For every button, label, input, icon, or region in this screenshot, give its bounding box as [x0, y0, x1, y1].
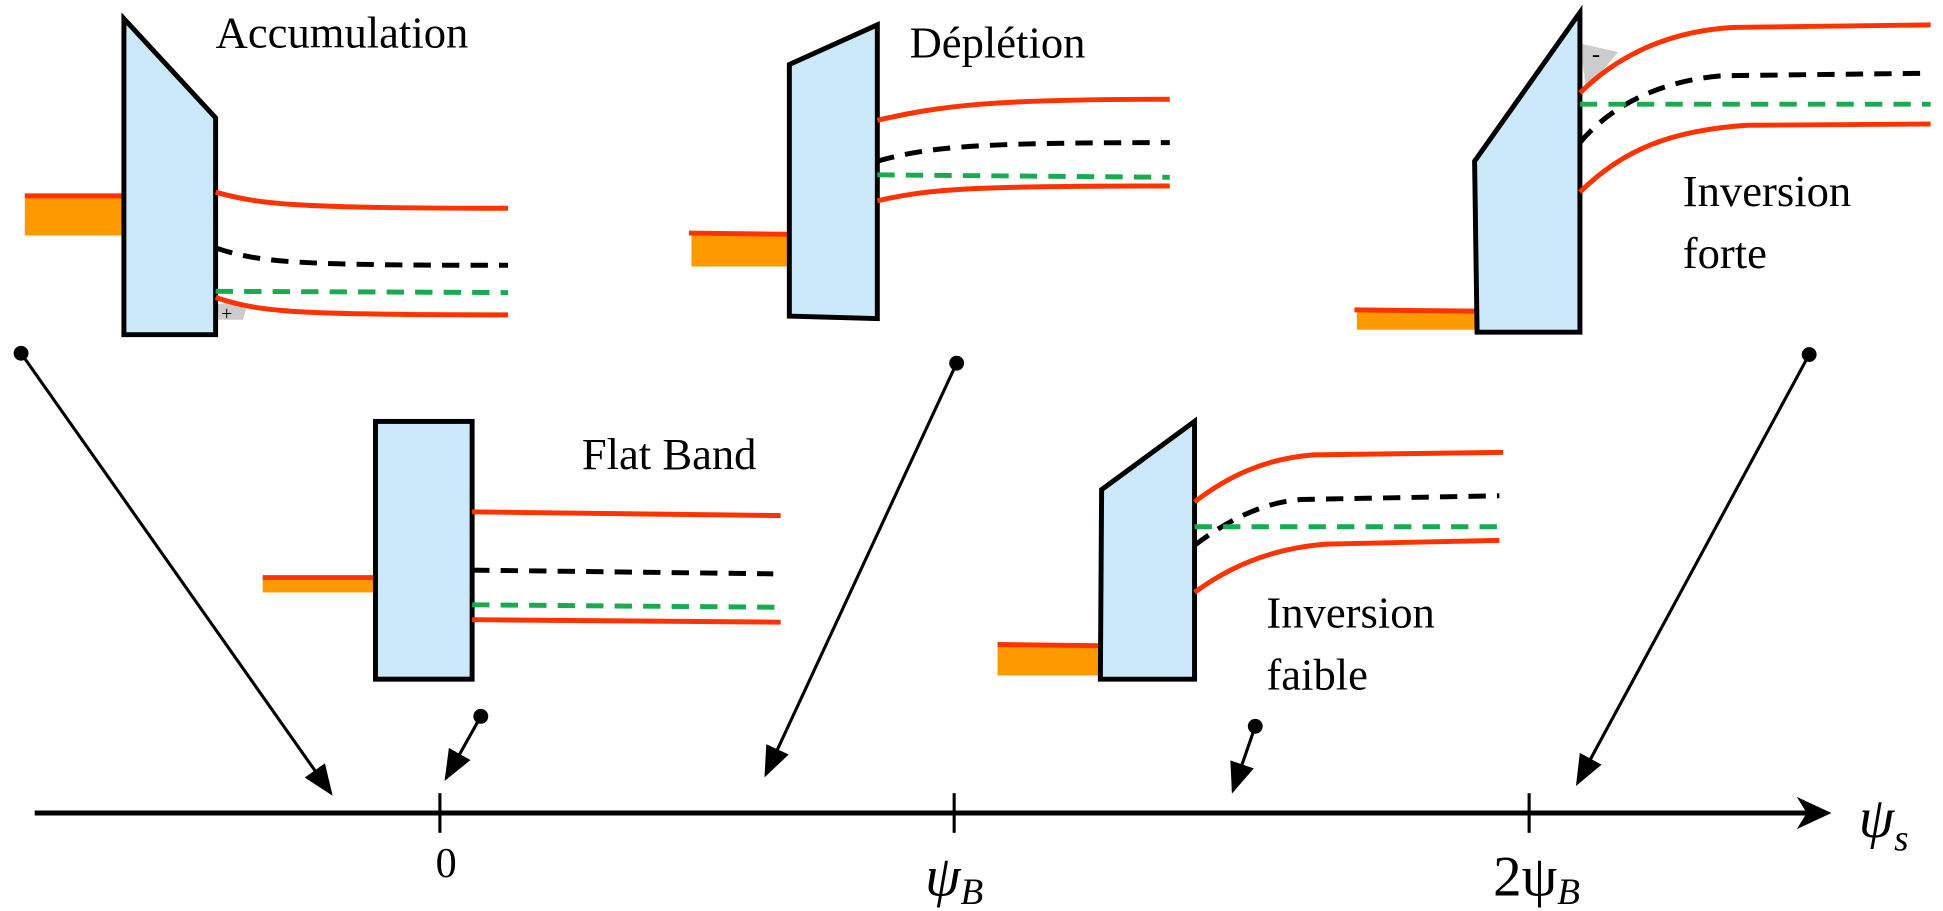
label: faible — [1266, 649, 1368, 699]
pointers — [14, 346, 1817, 793]
label: Inversion — [1266, 587, 1434, 637]
label: Accumulation — [216, 8, 469, 58]
label: Flat Band — [582, 429, 757, 479]
diagram: + Accumulation Déplétion - Inversion for… — [0, 0, 1943, 911]
label: Déplétion — [910, 17, 1086, 67]
tick-label: 0 — [436, 840, 457, 887]
label: forte — [1683, 228, 1767, 278]
charge: - — [1592, 41, 1600, 68]
axis — [35, 793, 1832, 833]
axis-label: ψs — [1859, 787, 1909, 859]
depletion-band — [689, 25, 1170, 319]
tick-label: 2ψB — [1493, 845, 1580, 911]
weak-inversion-band — [998, 421, 1504, 679]
tick-label: ψB — [925, 845, 983, 911]
label: Inversion — [1683, 166, 1851, 216]
accumulation-band: + — [25, 19, 508, 335]
charge: + — [221, 303, 232, 325]
